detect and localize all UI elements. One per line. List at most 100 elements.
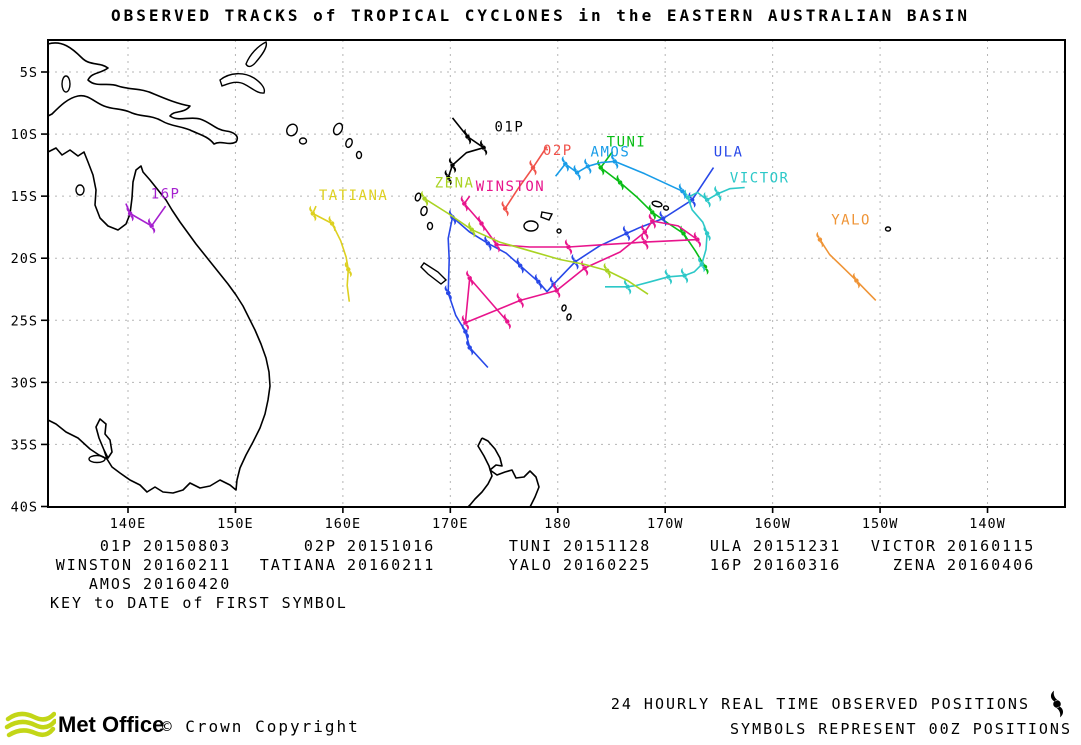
grid-lines <box>48 40 1065 507</box>
legend-entry-01P: 01P 20150803 <box>3 537 231 555</box>
legend-storm-name: 16P <box>709 556 743 574</box>
cyclone-position-symbol <box>460 195 468 212</box>
cyclone-symbol-icon <box>1050 690 1064 718</box>
lon-tick-label: 160W <box>754 516 791 532</box>
lat-tick-label: 15S <box>11 189 38 205</box>
storm-name-label: AMOS <box>591 144 631 160</box>
axis-labels: 140E 150E 160E 170E 180 170W 160W 150W 140W 5S 10S… <box>11 65 1006 532</box>
legend-first-symbol-date: 20160225 <box>563 556 652 574</box>
cyclone-position-symbol <box>468 221 476 238</box>
storm-name-label: ZENA <box>435 176 475 192</box>
island-new-ireland <box>245 41 268 68</box>
legend-storm-name: 01P <box>99 537 133 555</box>
island-samoa <box>651 200 663 208</box>
storm-track-line <box>819 239 877 301</box>
copyright-text: © Crown Copyright <box>162 717 360 736</box>
storm-tracks: 01P 02P TUNI ULA VICTOR WINSTON TATIANA YALO 16P… <box>125 117 877 369</box>
island <box>298 137 308 145</box>
island-vanuatu <box>414 192 422 202</box>
lat-tick-label: 10S <box>11 127 38 143</box>
cyclone-position-symbol <box>420 190 429 207</box>
island <box>61 75 71 93</box>
legend-first-symbol-date: 20151128 <box>563 537 652 555</box>
lat-tick-label: 40S <box>11 500 38 516</box>
lon-tick-label: 170W <box>647 516 684 532</box>
storm-name-label: 16P <box>151 187 181 203</box>
island-new-britain <box>219 73 266 94</box>
island-fiji <box>523 220 539 232</box>
lat-tick-label: 5S <box>20 65 38 81</box>
storm-track-line <box>599 151 706 268</box>
legend-key-note: KEY to DATE of FIRST SYMBOL <box>50 594 348 612</box>
island <box>556 228 562 234</box>
storm-name-label: ULA <box>714 144 744 160</box>
legend-first-symbol-date: 20160316 <box>753 556 842 574</box>
storm-02P: 02P <box>501 143 571 217</box>
storm-AMOS: AMOS <box>554 144 686 200</box>
page-title: OBSERVED TRACKS of TROPICAL CYCLONES in … <box>110 6 971 25</box>
lon-tick-label: 140W <box>969 516 1006 532</box>
legend-entry-02P: 02P 20151016 <box>207 537 435 555</box>
coastline-new-zealand <box>467 437 540 508</box>
legend-entry-16P: 16P 20160316 <box>613 556 841 574</box>
coastlines <box>47 41 892 508</box>
legend-first-symbol-date: 20160115 <box>947 537 1036 555</box>
storm-track-line <box>554 160 683 192</box>
legend-storm-name: AMOS <box>88 575 133 593</box>
legend-entry-AMOS: AMOS 20160420 <box>3 575 231 593</box>
cyclone-position-symbol <box>581 260 589 276</box>
storm-track-line <box>605 186 745 288</box>
legend-first-symbol-date: 20160211 <box>347 556 436 574</box>
lon-tick-label: 160E <box>325 516 362 532</box>
island <box>345 137 353 149</box>
storm-name-label: TATIANA <box>319 188 389 204</box>
met-office-logo: Met Office <box>4 706 164 744</box>
storm-YALO: YALO <box>816 213 877 301</box>
met-office-wordmark: Met Office <box>58 712 165 737</box>
island <box>286 123 298 137</box>
legend-entry-WINSTON: WINSTON 20160211 <box>3 556 231 574</box>
legend-first-symbol-date: 20151231 <box>753 537 842 555</box>
storm-track-line <box>311 205 351 302</box>
island-tonga <box>566 313 572 321</box>
island-fiji <box>540 211 554 221</box>
storm-name-label: WINSTON <box>476 179 546 195</box>
lon-tick-label: 170E <box>432 516 469 532</box>
storm-WINSTON: WINSTON <box>460 179 701 331</box>
legend-storm-name: WINSTON <box>55 556 133 574</box>
legend-storm-name: TUNI <box>508 537 553 555</box>
cyclone-position-symbol <box>616 174 624 191</box>
legend-entry-TATIANA: TATIANA 20160211 <box>207 556 435 574</box>
legend-storm-name: YALO <box>508 556 553 574</box>
cyclone-position-symbol <box>516 257 524 274</box>
island-new-caledonia <box>420 262 448 285</box>
island <box>884 226 892 232</box>
island <box>332 122 344 136</box>
storm-name-label: TUNI <box>607 135 647 151</box>
storm-track-line <box>463 195 699 324</box>
track-map: 01P 02P TUNI ULA VICTOR WINSTON TATIANA YALO 16P… <box>11 39 1066 532</box>
island <box>75 184 85 196</box>
cyclone-position-symbol <box>466 339 474 356</box>
legend-entry-TUNI: TUNI 20151128 <box>423 537 651 555</box>
lat-tick-label: 35S <box>11 437 38 453</box>
legend-first-symbol-date: 20160211 <box>143 556 232 574</box>
storm-ULA: ULA <box>444 144 744 369</box>
lon-tick-label: 150W <box>862 516 899 532</box>
cyclone-position-symbol <box>501 200 509 217</box>
cyclone-position-symbol <box>703 192 711 208</box>
legend-storm-name: TATIANA <box>259 556 337 574</box>
storm-track-line <box>504 146 548 210</box>
legend-storm-name: 02P <box>303 537 337 555</box>
met-office-waves-icon <box>4 711 56 738</box>
cyclone-position-symbol <box>622 225 631 242</box>
cyclone-position-symbol <box>328 215 336 232</box>
lat-tick-label: 20S <box>11 251 38 267</box>
legend-entry-VICTOR: VICTOR 20160115 <box>807 537 1035 555</box>
legend-first-symbol-date: 20150803 <box>143 537 232 555</box>
lon-tick-label: 180 <box>544 516 571 532</box>
legend-first-symbol-date: 20160420 <box>143 575 232 593</box>
storm-VICTOR: VICTOR <box>605 171 788 295</box>
cyclone-position-symbol <box>852 272 860 289</box>
legend-storm-name: ULA <box>709 537 743 555</box>
